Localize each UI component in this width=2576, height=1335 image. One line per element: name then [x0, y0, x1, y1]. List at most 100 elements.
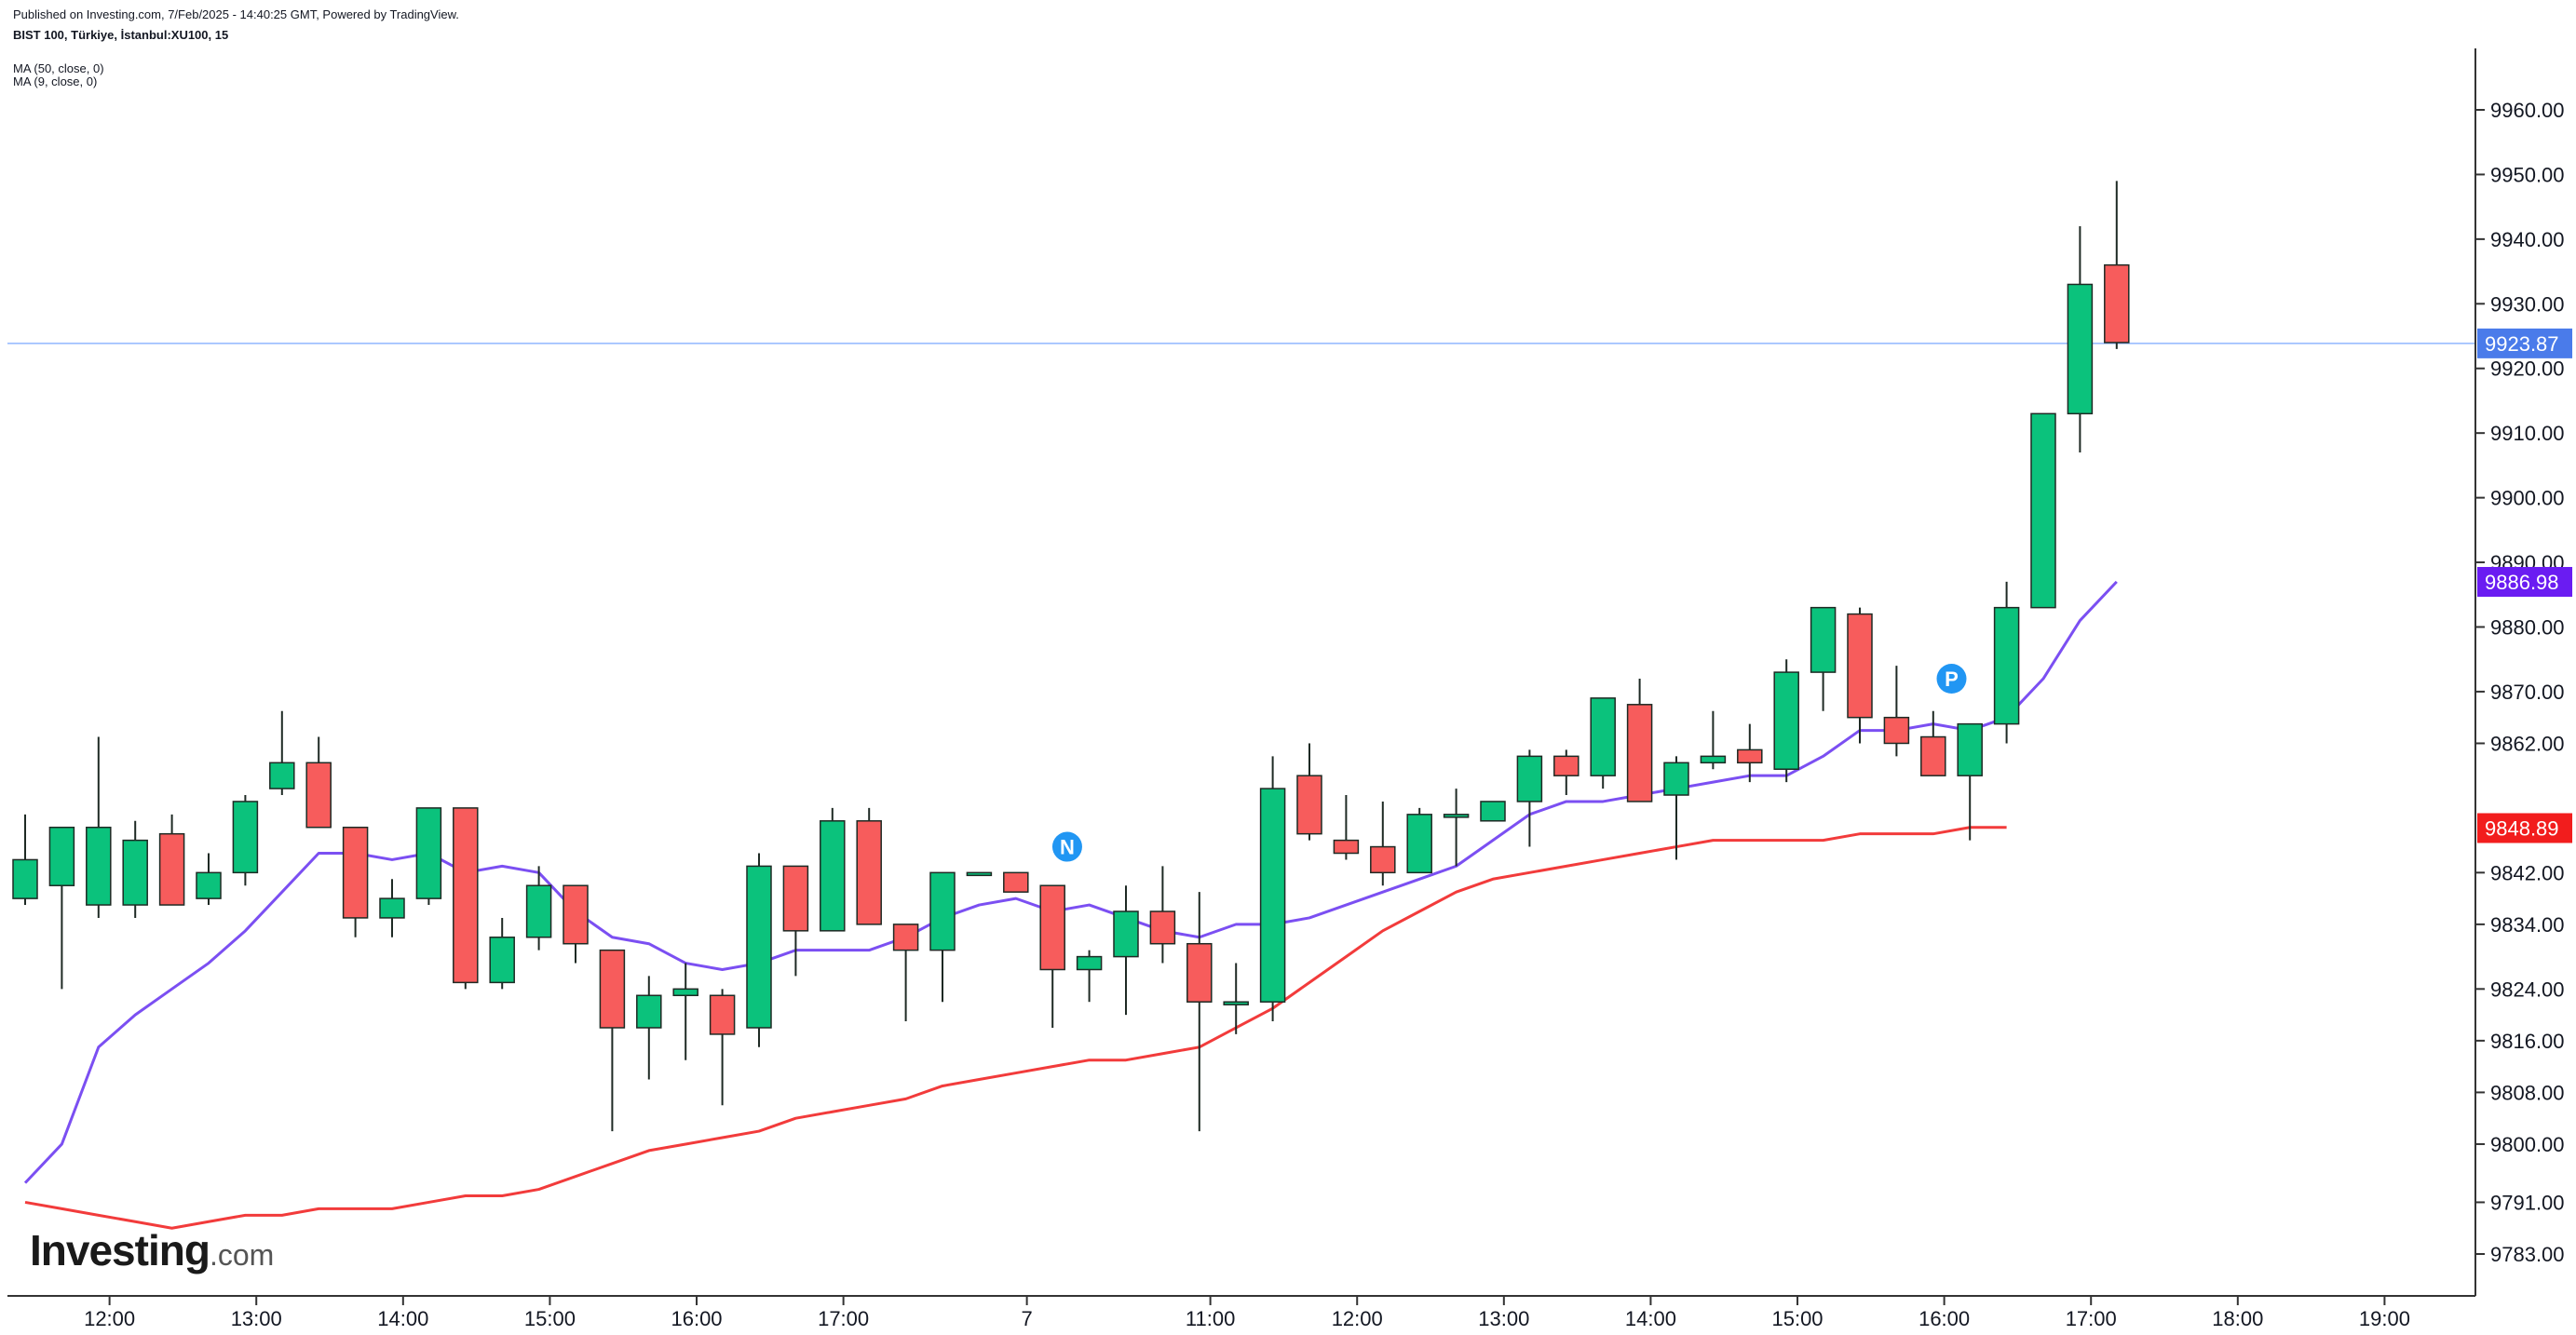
published-note: Published on Investing.com, 7/Feb/2025 -…: [13, 7, 459, 21]
candle-body-up: [1663, 762, 1689, 796]
ma9-badge[interactable]: 9886.98: [2477, 567, 2572, 598]
candle[interactable]: [892, 924, 919, 1022]
candle[interactable]: [709, 989, 736, 1106]
x-tick-label: 15:00: [1771, 1307, 1823, 1330]
candle-body-down: [1883, 716, 1910, 745]
candle-body-up: [1957, 722, 1983, 776]
candle[interactable]: [525, 866, 552, 951]
y-tick-label: 9824.00: [2490, 978, 2565, 1001]
ma9-line[interactable]: [23, 580, 2118, 1184]
y-tick-label: 9862.00: [2490, 732, 2565, 755]
event-marker-label: N: [1060, 836, 1075, 859]
event-marker[interactable]: N: [1051, 831, 1082, 862]
candle[interactable]: [1259, 756, 1286, 1022]
candle[interactable]: [1186, 892, 1213, 1132]
ma9-legend[interactable]: MA (9, close, 0): [13, 74, 98, 88]
price-axis[interactable]: 9960.00 9950.00 9940.00 9930.00 9920.00 9910.…: [2474, 48, 2572, 1296]
candle[interactable]: [1443, 789, 1470, 867]
candle[interactable]: [342, 826, 369, 937]
candle[interactable]: [2030, 412, 2056, 609]
y-tick-label: 9930.00: [2490, 292, 2565, 316]
candle[interactable]: [1773, 659, 1799, 783]
candle[interactable]: [269, 710, 295, 796]
event-marker[interactable]: P: [1936, 664, 1967, 694]
candle[interactable]: [1700, 710, 1727, 770]
candle[interactable]: [599, 949, 626, 1132]
x-tick-label: 14:00: [377, 1307, 428, 1330]
candle[interactable]: [86, 736, 112, 918]
candle[interactable]: [1920, 710, 1946, 776]
candle[interactable]: [563, 884, 589, 964]
candle[interactable]: [1663, 756, 1689, 860]
candle-body-up: [1516, 755, 1543, 802]
candle[interactable]: [1883, 666, 1910, 757]
candle[interactable]: [1553, 749, 1579, 796]
candle-body-up: [1076, 955, 1103, 971]
candle[interactable]: [1296, 743, 1322, 841]
candle[interactable]: [746, 853, 772, 1047]
candle[interactable]: [1003, 871, 1029, 893]
candle[interactable]: [1957, 722, 1983, 841]
candle[interactable]: [379, 879, 405, 937]
candle[interactable]: [782, 865, 809, 977]
candle-body-down: [782, 865, 809, 932]
candle[interactable]: [1480, 801, 1506, 822]
candle[interactable]: [1993, 581, 2020, 744]
candle[interactable]: [1113, 885, 1139, 1016]
candle-body-down: [1847, 613, 1873, 719]
candle-body-down: [453, 807, 479, 984]
candle-body-down: [599, 949, 626, 1029]
candle[interactable]: [672, 963, 698, 1060]
candle[interactable]: [1223, 963, 1249, 1034]
candle[interactable]: [1370, 801, 1396, 886]
candle-body-up: [1590, 697, 1616, 776]
candle[interactable]: [1333, 795, 1360, 860]
candle-body-up: [1993, 606, 2020, 725]
last-price-badge[interactable]: 9923.87: [2477, 328, 2572, 358]
x-tick-label: 17:00: [818, 1307, 869, 1330]
y-tick-label: 9808.00: [2490, 1081, 2565, 1104]
candle[interactable]: [1039, 884, 1065, 1028]
candle-body-up: [966, 871, 993, 877]
candle[interactable]: [2104, 181, 2130, 349]
candle-body-down: [709, 994, 736, 1035]
candle-body-up: [48, 826, 75, 886]
candle[interactable]: [453, 807, 479, 990]
candle[interactable]: [1737, 723, 1763, 783]
y-tick-label: 9800.00: [2490, 1133, 2565, 1156]
event-marker-label: P: [1945, 668, 1959, 691]
candle[interactable]: [196, 853, 222, 906]
plot-area[interactable]: NP: [7, 181, 2475, 1230]
candle[interactable]: [122, 820, 148, 918]
y-tick-label: 9960.00: [2490, 99, 2565, 122]
candle[interactable]: [1847, 607, 1873, 744]
candle[interactable]: [415, 807, 442, 906]
candle[interactable]: [966, 871, 993, 877]
candle[interactable]: [1149, 866, 1176, 964]
candle[interactable]: [856, 807, 882, 925]
candle[interactable]: [1626, 679, 1653, 802]
candle-body-up: [820, 820, 846, 932]
ma50-badge[interactable]: 9848.89: [2477, 813, 2572, 843]
candle[interactable]: [232, 795, 259, 886]
candle[interactable]: [1810, 606, 1837, 711]
time-axis[interactable]: 12:00 13:00 14:00 15:00 16:00 17:00 7 11:00 12:0…: [7, 1295, 2475, 1330]
candle-body-up: [636, 994, 662, 1029]
candle[interactable]: [305, 736, 332, 829]
ma50-legend[interactable]: MA (50, close, 0): [13, 61, 104, 75]
candle[interactable]: [2067, 225, 2094, 453]
candle[interactable]: [12, 814, 38, 906]
candle[interactable]: [1516, 749, 1543, 847]
candle[interactable]: [1406, 807, 1432, 874]
candle[interactable]: [1590, 697, 1616, 789]
candle[interactable]: [48, 826, 75, 990]
candle[interactable]: [158, 814, 185, 906]
y-tick-label: 9880.00: [2490, 615, 2565, 639]
candle[interactable]: [820, 807, 846, 932]
candle[interactable]: [1076, 950, 1103, 1003]
candle[interactable]: [636, 976, 662, 1080]
candle[interactable]: [929, 871, 956, 1003]
candle-body-down: [563, 884, 589, 945]
candle[interactable]: [489, 917, 515, 990]
